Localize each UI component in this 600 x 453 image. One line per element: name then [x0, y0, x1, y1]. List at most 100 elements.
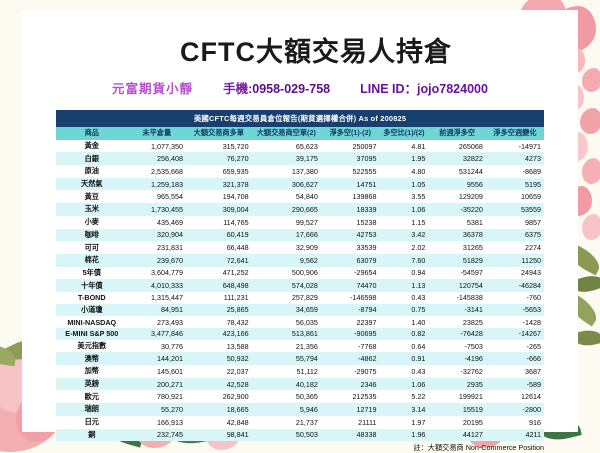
cell-ratio: 4.81 — [379, 139, 429, 153]
cell-short: 50,503 — [251, 428, 321, 442]
cell-product: 天然氣 — [56, 177, 128, 191]
cell-prev-net: -4196 — [428, 352, 486, 366]
cell-net: 12719 — [320, 403, 380, 416]
cell-ratio: 1.05 — [379, 177, 429, 191]
cell-net: -90695 — [320, 328, 380, 340]
table-row: 美元指數 30,776 13,588 21,356 -7768 0.64 -7503 -265 — [56, 339, 544, 353]
cell-product: 白銀 — [56, 152, 128, 166]
cftc-positions-table: 美國CFTC每週交易員倉位報告(期貨選擇權合併) As of 200825 商品… — [56, 110, 544, 442]
cell-weekly-change: -2800 — [485, 403, 544, 416]
cell-ratio: 1.95 — [379, 152, 429, 166]
cell-net: -29654 — [320, 266, 380, 280]
table-row: 加幣 145,601 22,037 51,112 -29075 0.43 -32762 368… — [56, 365, 544, 378]
cell-open-interest: 256,408 — [127, 152, 186, 166]
cell-long: 98,841 — [185, 428, 252, 442]
cell-weekly-change: 10659 — [485, 190, 544, 204]
cell-prev-net: 31265 — [428, 241, 486, 254]
cell-ratio: 1.96 — [379, 428, 429, 442]
table-row: 黃豆 965,554 194,708 54,840 139868 3.55 129209 10… — [56, 190, 544, 204]
cell-open-interest: 435,469 — [127, 215, 186, 229]
cell-weekly-change: 24943 — [485, 266, 544, 280]
cell-weekly-change: -265 — [485, 339, 544, 353]
cell-long: 114,765 — [185, 215, 252, 229]
cell-open-interest: 145,601 — [127, 365, 186, 378]
table-row: 咖啡 320,904 60,419 17,666 42753 3.42 36378 6375 — [56, 228, 544, 242]
phone-info: 手機:0958-029-758 — [223, 82, 331, 96]
cell-open-interest: 166,913 — [127, 415, 186, 429]
cell-net: -7768 — [320, 339, 380, 353]
cell-ratio: 2.02 — [379, 241, 429, 254]
cell-prev-net: 32822 — [428, 152, 486, 166]
cell-weekly-change: 6375 — [485, 228, 544, 242]
table-row: 英鎊 200,271 42,528 40,182 2346 1.06 2935 -589 — [56, 377, 544, 391]
col-header-ratio: 多空比(1)/(2) — [379, 126, 429, 140]
cell-ratio: 3.42 — [379, 228, 429, 242]
cell-open-interest: 1,259,183 — [127, 177, 186, 191]
col-header-prev-net: 前週淨多空 — [428, 126, 486, 140]
cell-short: 32,909 — [251, 241, 321, 254]
cell-long: 194,708 — [185, 190, 252, 204]
cell-weekly-change: -1428 — [485, 316, 544, 328]
cell-weekly-change: 2274 — [485, 241, 544, 254]
cell-net: 14751 — [320, 177, 380, 191]
cell-net: 74470 — [320, 279, 380, 292]
cell-weekly-change: 11250 — [485, 253, 544, 267]
cell-ratio: 0.94 — [379, 266, 429, 280]
cell-prev-net: 2935 — [428, 377, 486, 391]
cell-product: 歐元 — [56, 390, 128, 404]
table-row: 白銀 256,408 76,270 39,175 37095 1.95 32822 4273 — [56, 152, 544, 166]
cell-product: 黃豆 — [56, 190, 128, 204]
cell-prev-net: -32762 — [428, 365, 486, 378]
cell-prev-net: -7503 — [428, 339, 486, 353]
cell-net: 15238 — [320, 215, 380, 229]
cell-ratio: 0.43 — [379, 365, 429, 378]
cell-product: 小麥 — [56, 215, 128, 229]
cell-ratio: 1.13 — [379, 279, 429, 292]
cell-short: 137,380 — [251, 165, 321, 178]
cell-ratio: 0.91 — [379, 352, 429, 366]
cell-prev-net: 129209 — [428, 190, 486, 204]
table-row: MINI-NASDAQ 273,493 78,432 56,035 22397 1.40 2… — [56, 316, 544, 328]
cell-weekly-change: 53559 — [485, 203, 544, 216]
cell-prev-net: -76428 — [428, 328, 486, 340]
table-row: E-MINI S&P 500 3,477,846 423,166 513,861 -90… — [56, 328, 544, 340]
table-column-header: 商品 未平倉量 大額交易商多單 大額交易商空單(2) 淨多空(1)-(2) 多空… — [56, 126, 544, 140]
col-header-product: 商品 — [56, 126, 128, 140]
contact-line: 元富期貨小靜 手機:0958-029-758 LINE ID：jojo7824000 — [0, 78, 600, 97]
cell-long: 76,270 — [185, 152, 252, 166]
cell-product: MINI-NASDAQ — [56, 316, 128, 328]
cell-product: E-MINI S&P 500 — [56, 328, 128, 340]
cell-open-interest: 1,730,455 — [127, 203, 186, 216]
cell-long: 78,432 — [185, 316, 252, 328]
cell-long: 648,498 — [185, 279, 252, 292]
cell-open-interest: 3,604,779 — [127, 266, 186, 280]
phone-number: 0958-029-758 — [252, 82, 331, 96]
cell-open-interest: 1,077,350 — [127, 139, 186, 153]
cell-net: 22397 — [320, 316, 380, 328]
page-content: CFTC大額交易人持倉 元富期貨小靜 手機:0958-029-758 LINE ID… — [0, 37, 600, 452]
cell-long: 262,900 — [185, 390, 252, 404]
broker-name: 元富期貨小靜 — [112, 82, 194, 96]
cell-ratio: 0.82 — [379, 328, 429, 340]
table-row: 銅 232,745 98,841 50,503 48338 1.96 44127 4211 — [56, 428, 544, 442]
cell-short: 50,365 — [251, 390, 321, 404]
cell-net: 2346 — [320, 377, 380, 391]
cell-weekly-change: -666 — [485, 352, 544, 366]
cell-long: 22,037 — [185, 365, 252, 378]
table-row: 日元 166,913 42,848 21,737 21111 1.97 20195 916 — [56, 415, 544, 429]
table-row: 小道瓊 84,951 25,865 34,659 -8794 0.75 -3141 -5653 — [56, 303, 544, 317]
cell-product: 十年債 — [56, 279, 128, 292]
cell-product: 咖啡 — [56, 228, 128, 242]
cell-long: 111,231 — [185, 291, 252, 304]
cell-prev-net: 23825 — [428, 316, 486, 328]
cell-open-interest: 320,904 — [127, 228, 186, 242]
cell-ratio: 5.22 — [379, 390, 429, 404]
cell-prev-net: 531244 — [428, 165, 486, 178]
line-id: LINE ID：jojo7824000 — [360, 82, 488, 96]
cell-ratio: 7.60 — [379, 253, 429, 267]
cell-product: 棉花 — [56, 253, 128, 267]
cell-prev-net: -35220 — [428, 203, 486, 216]
page-title: CFTC大額交易人持倉 — [180, 37, 452, 67]
cell-net: -4862 — [320, 352, 380, 366]
table-body: 黃金 1,077,350 315,720 65,623 250097 4.81 265068… — [56, 139, 544, 442]
